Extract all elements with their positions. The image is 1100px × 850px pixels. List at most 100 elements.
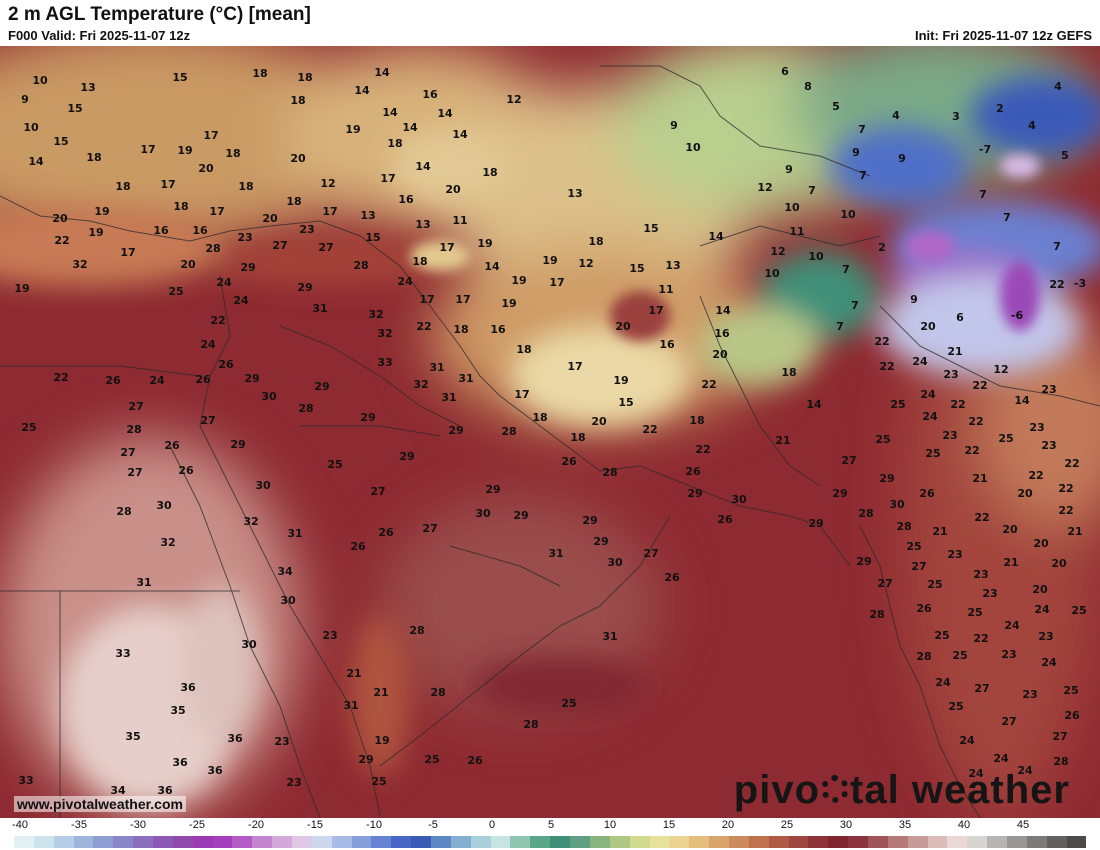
legend-color-swatch: [867, 836, 888, 848]
temperature-label: 10: [764, 267, 780, 280]
legend-color-swatch: [629, 836, 650, 848]
temperature-label: 17: [567, 360, 582, 373]
temperature-label: 28: [501, 425, 516, 438]
temperature-label: 30: [255, 479, 271, 492]
legend-color-swatch: [649, 836, 670, 848]
temperature-label: 20: [1051, 557, 1067, 570]
legend-color-swatch: [510, 836, 531, 848]
temperature-label: 28: [1053, 755, 1068, 768]
temperature-label: 23: [943, 368, 958, 381]
legend-tick-label: -5: [428, 819, 438, 831]
temperature-label: 23: [982, 587, 997, 600]
temperature-label: 18: [482, 166, 497, 179]
temperature-label: 16: [422, 88, 438, 101]
temperature-label: 20: [262, 212, 278, 225]
legend-color-swatch: [1066, 836, 1087, 848]
temperature-label: 14: [437, 107, 453, 120]
legend-tick-label: -10: [366, 819, 382, 831]
coast-redsea-east: [199, 275, 381, 817]
temperature-label: 7: [836, 320, 844, 333]
legend-color-swatch: [967, 836, 988, 848]
temperature-label: 3: [952, 110, 960, 123]
temperature-label: 16: [398, 193, 414, 206]
legend-color-swatch: [728, 836, 749, 848]
coast-arabia-south: [379, 515, 671, 767]
temperature-label: 31: [312, 302, 327, 315]
temperature-label: 32: [243, 515, 258, 528]
temperature-label: 14: [452, 128, 468, 141]
legend-color-swatch: [212, 836, 233, 848]
temperature-label: 24: [968, 767, 984, 780]
temperature-label: 27: [128, 400, 143, 413]
temperature-label: 22: [973, 632, 988, 645]
temperature-label: 14: [354, 84, 370, 97]
temperature-label: 22: [974, 511, 989, 524]
temperature-label: 14: [28, 155, 44, 168]
temperature-label: 29: [448, 424, 463, 437]
temperature-label: 35: [125, 730, 140, 743]
temperature-map[interactable]: 10 15 18 18 14 13 9 15 18 14 16 14 12 6 8 5 4 2 3 4 4 10 15 19 1…: [0, 46, 1100, 818]
temperature-label: 18: [689, 414, 704, 427]
legend-color-swatch: [431, 836, 451, 848]
temperature-label: 27: [1001, 715, 1016, 728]
legend-color-swatch: [331, 836, 352, 848]
temperature-label: 15: [629, 262, 644, 275]
temperature-label: 22: [968, 415, 983, 428]
temperature-label: 14: [374, 66, 390, 79]
temperature-label: 13: [80, 81, 95, 94]
temperature-label: 10: [23, 121, 39, 134]
valid-time: F000 Valid: Fri 2025-11-07 12z: [8, 28, 191, 43]
temperature-label: 21: [1067, 525, 1082, 538]
legend-color-swatch: [808, 836, 829, 848]
temperature-label: 24: [233, 294, 249, 307]
legend-color-swatch: [589, 836, 610, 848]
legend-tick-label: 45: [1016, 819, 1030, 831]
temperature-field-fine: [410, 154, 1040, 341]
temperature-label: 20: [712, 348, 728, 361]
temperature-label: 27: [422, 522, 437, 535]
legend-color-swatch: [748, 836, 769, 848]
temperature-label: 24: [993, 752, 1009, 765]
temperature-label: 7: [1003, 211, 1011, 224]
temperature-label: 20: [1032, 583, 1048, 596]
temperature-label: 29: [582, 514, 597, 527]
border-saudi: [300, 425, 561, 587]
legend-tick-label: 5: [547, 819, 555, 831]
temperature-label: 2: [878, 241, 886, 254]
legend-color-swatch: [450, 836, 471, 848]
temperature-label: 23: [973, 568, 988, 581]
brand-text-right: tal weather: [850, 768, 1070, 812]
gear-icon: [821, 775, 850, 804]
temperature-label: 34: [277, 565, 293, 578]
temperature-label: 24: [1004, 619, 1020, 632]
temperature-label: 6: [781, 65, 789, 78]
temperature-label: 10: [784, 201, 800, 214]
temperature-label: 18: [115, 180, 130, 193]
temperature-label: 18: [290, 94, 305, 107]
temperature-label: 28: [430, 686, 445, 699]
temperature-label: 23: [947, 548, 962, 561]
temperature-label: 25: [948, 700, 963, 713]
temperature-label: 31: [287, 527, 302, 540]
temperature-label: 27: [370, 485, 385, 498]
temperature-label: 30: [156, 499, 172, 512]
temperature-label: 12: [578, 257, 593, 270]
temperature-label: 28: [126, 423, 141, 436]
legend-color-swatch: [351, 836, 372, 848]
temperature-label: 17: [514, 388, 529, 401]
temperature-label: 22: [972, 379, 987, 392]
temperature-label: 13: [415, 218, 430, 231]
coast-redsea-west: [169, 445, 321, 818]
legend-tick-label: 40: [957, 819, 971, 831]
temperature-label: 25: [371, 775, 386, 788]
legend-color-swatch: [252, 836, 273, 848]
temperature-label: 29: [687, 487, 702, 500]
temperature-label: 26: [1064, 709, 1080, 722]
temperature-label: 32: [160, 536, 175, 549]
legend-color-swatch: [689, 836, 710, 848]
temperature-label: 4: [892, 109, 900, 122]
legend-tick-label: -35: [71, 819, 87, 831]
temperature-label: 24: [1017, 764, 1033, 777]
temperature-label: 22: [210, 314, 225, 327]
